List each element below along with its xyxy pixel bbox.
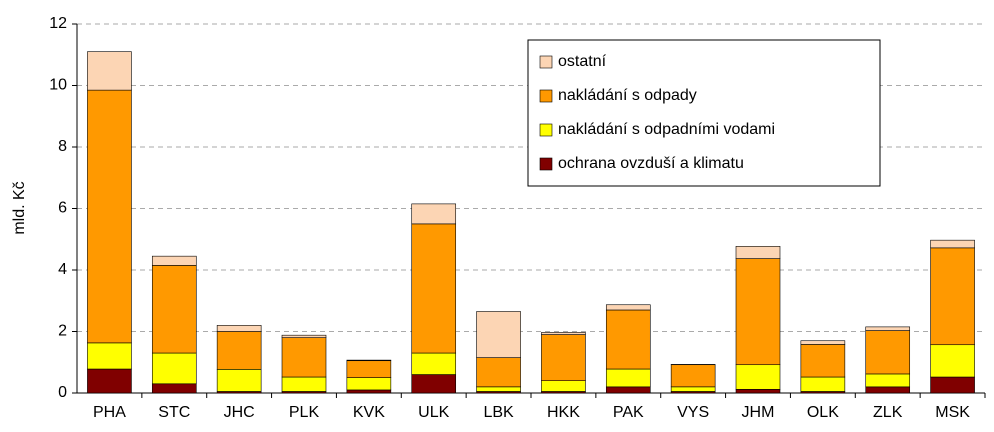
bar-segment [930,344,975,378]
bar-segment [541,332,586,335]
bar-segment [800,340,846,345]
legend-swatch [539,157,553,171]
bar-segment [735,258,781,366]
x-tick-label: MSK [935,404,970,421]
bar-segment [541,334,586,382]
bar-segment [865,330,911,375]
bar-segment [151,265,197,354]
y-tick-label: 0 [58,384,67,401]
y-tick-label: 10 [49,77,67,94]
bar-segment [605,309,651,370]
bar-segment [735,364,781,390]
bar-segment [346,360,392,378]
bar-segment [216,331,262,370]
x-tick-label: LBK [483,404,514,421]
x-tick-label: PHA [93,404,126,421]
bar-segment [411,203,457,225]
legend-swatch [539,123,553,137]
bar-segment [605,368,651,388]
bar-segment [346,359,392,362]
x-tick-label: JHC [224,404,255,421]
bar-segment [281,334,327,338]
bar-segment [541,380,586,392]
bar-segment [87,342,132,370]
legend-label: ochrana ovzduší a klimatu [558,155,744,172]
legend-label: nakládání s odpadními vodami [558,121,775,138]
bar-segment [735,389,781,394]
y-axis-label: mld. Kč [11,181,28,234]
bar-segment [670,386,716,392]
x-tick-label: ULK [418,404,449,421]
x-tick-label: PAK [613,404,644,421]
bar-segment [87,368,132,394]
bar-segment [151,383,197,394]
bar-segment [411,374,457,394]
bar-segment [670,364,716,388]
bar-segment [735,246,781,259]
bar-segment [930,239,975,249]
bar-segment [411,352,457,375]
bar-segment [151,255,197,266]
legend-label: ostatní [558,53,607,70]
legend-label: nakládání s odpady [558,87,697,104]
x-tick-label: JHM [742,404,775,421]
bar-segment [605,304,651,311]
bar-segment [930,376,975,394]
legend-swatch [539,89,553,103]
bar-segment [476,357,521,388]
x-tick-label: STC [158,404,190,421]
legend-box [527,39,881,187]
bar-segment [865,373,911,388]
x-tick-label: KVK [353,404,385,421]
bar-segment [281,376,327,392]
bar-segment [216,369,262,392]
bar-segment [800,376,846,392]
bar-segment [476,386,521,392]
bar-segment [87,89,132,344]
bar-segment [281,337,327,378]
bar-segment [865,326,911,331]
y-tick-label: 2 [58,323,67,340]
legend-swatch [539,55,553,69]
y-tick-label: 6 [58,200,67,217]
y-tick-label: 8 [58,138,67,155]
bar-segment [87,51,132,91]
y-tick-label: 12 [49,15,67,32]
bar-segment [865,386,911,394]
bar-segment [930,247,975,346]
bar-segment [476,311,521,358]
x-tick-label: PLK [289,404,320,421]
bar-segment [411,223,457,354]
x-tick-label: OLK [807,404,839,421]
x-tick-label: ZLK [873,404,903,421]
x-tick-label: VYS [677,404,709,421]
bar-segment [800,344,846,378]
y-tick-label: 4 [58,261,67,278]
bar-segment [216,325,262,332]
bar-segment [346,389,392,394]
bar-segment [346,377,392,391]
x-tick-label: HKK [547,404,580,421]
bar-segment [605,386,651,394]
bar-segment [151,352,197,385]
